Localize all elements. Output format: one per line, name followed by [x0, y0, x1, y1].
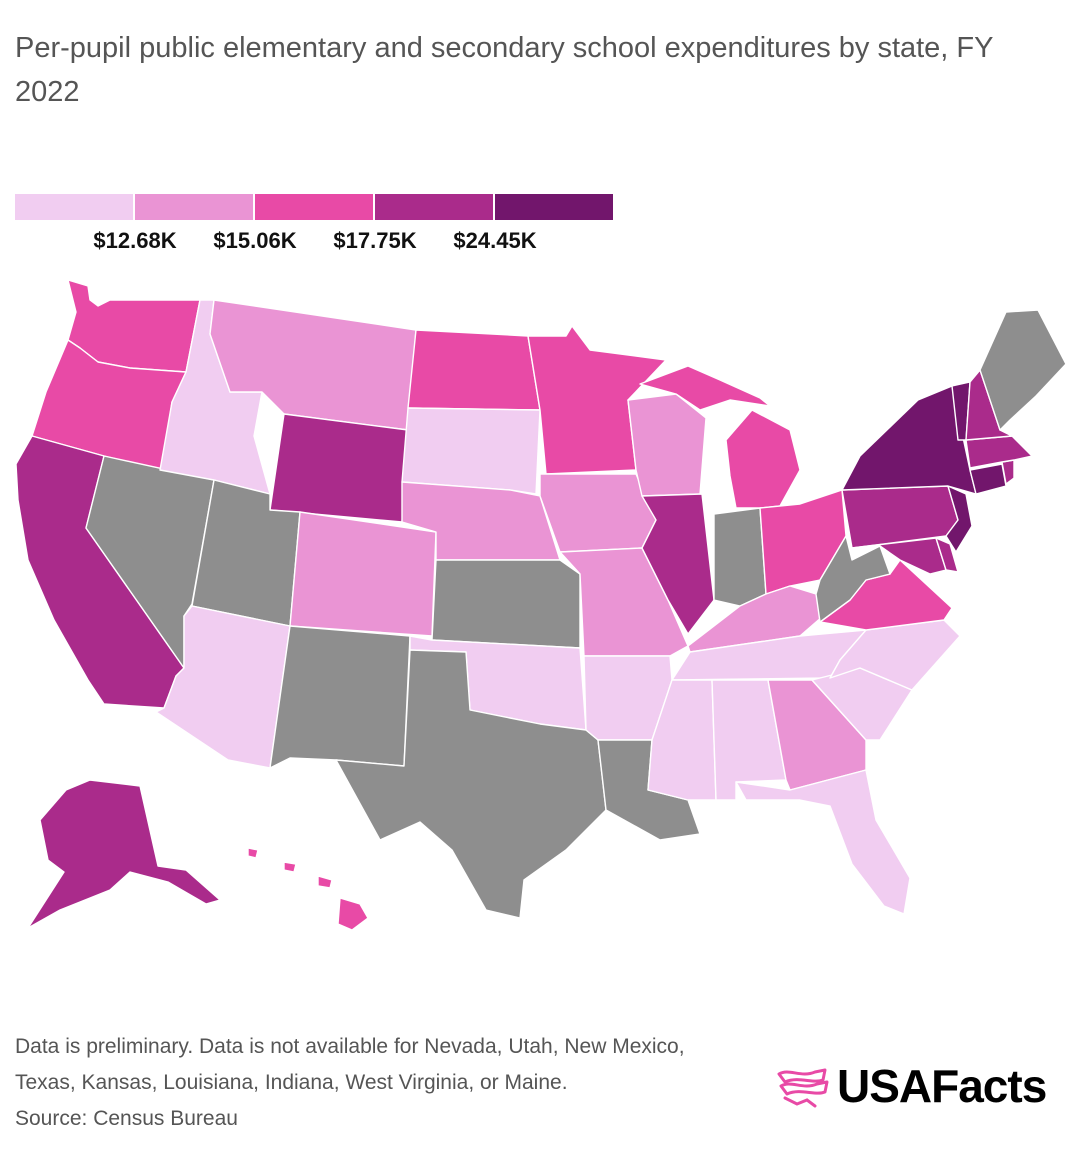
state-hi-oahu[interactable] — [283, 861, 297, 873]
state-ia[interactable] — [539, 473, 657, 553]
source-note: Source: Census Bureau — [15, 1107, 238, 1130]
state-wi[interactable] — [627, 393, 707, 497]
legend-threshold-4: $24.45K — [453, 228, 537, 253]
state-co[interactable] — [289, 511, 437, 637]
legend-threshold-2: $15.06K — [213, 228, 297, 253]
state-de[interactable] — [935, 537, 959, 573]
logo-wordmark: USAFacts — [837, 1060, 1047, 1112]
state-hi-big[interactable] — [337, 897, 369, 931]
state-ma[interactable] — [965, 435, 1033, 469]
footer-notes: Data is preliminary. Data is not availab… — [15, 1029, 745, 1137]
state-wv[interactable] — [815, 535, 891, 623]
legend-threshold-1: $12.68K — [93, 228, 177, 253]
state-in[interactable] — [713, 507, 767, 607]
state-me[interactable] — [979, 309, 1067, 431]
state-tx[interactable] — [335, 649, 607, 919]
state-mi[interactable] — [725, 409, 801, 509]
legend-swatch-5 — [495, 194, 613, 220]
state-mi-upper[interactable] — [639, 365, 771, 411]
state-nj[interactable] — [945, 485, 973, 553]
state-hi-kauai[interactable] — [247, 847, 259, 859]
legend-threshold-3: $17.75K — [333, 228, 417, 253]
legend-swatch-3 — [255, 194, 373, 220]
state-ct[interactable] — [969, 463, 1007, 495]
state-mn[interactable] — [527, 325, 667, 475]
state-fl[interactable] — [735, 769, 911, 915]
state-nc[interactable] — [829, 619, 961, 691]
usa-map-icon — [777, 1068, 829, 1108]
usafacts-logo[interactable]: USAFacts — [775, 1058, 1075, 1114]
legend-swatch-4 — [375, 194, 493, 220]
state-sd[interactable] — [401, 407, 541, 495]
state-nm[interactable] — [269, 625, 411, 769]
chart-title: Per-pupil public elementary and secondar… — [15, 32, 993, 108]
state-hi-maui[interactable] — [317, 875, 333, 889]
state-il[interactable] — [641, 493, 715, 635]
legend-swatch-2 — [135, 194, 253, 220]
state-nd[interactable] — [407, 329, 541, 411]
state-ak[interactable] — [27, 779, 221, 929]
legend-swatch-1 — [15, 194, 133, 220]
state-wy[interactable] — [269, 413, 409, 523]
state-ks[interactable] — [431, 559, 581, 649]
state-nh[interactable] — [965, 369, 1013, 441]
state-pa[interactable] — [841, 485, 959, 549]
data-note: Data is preliminary. Data is not availab… — [15, 1035, 685, 1094]
